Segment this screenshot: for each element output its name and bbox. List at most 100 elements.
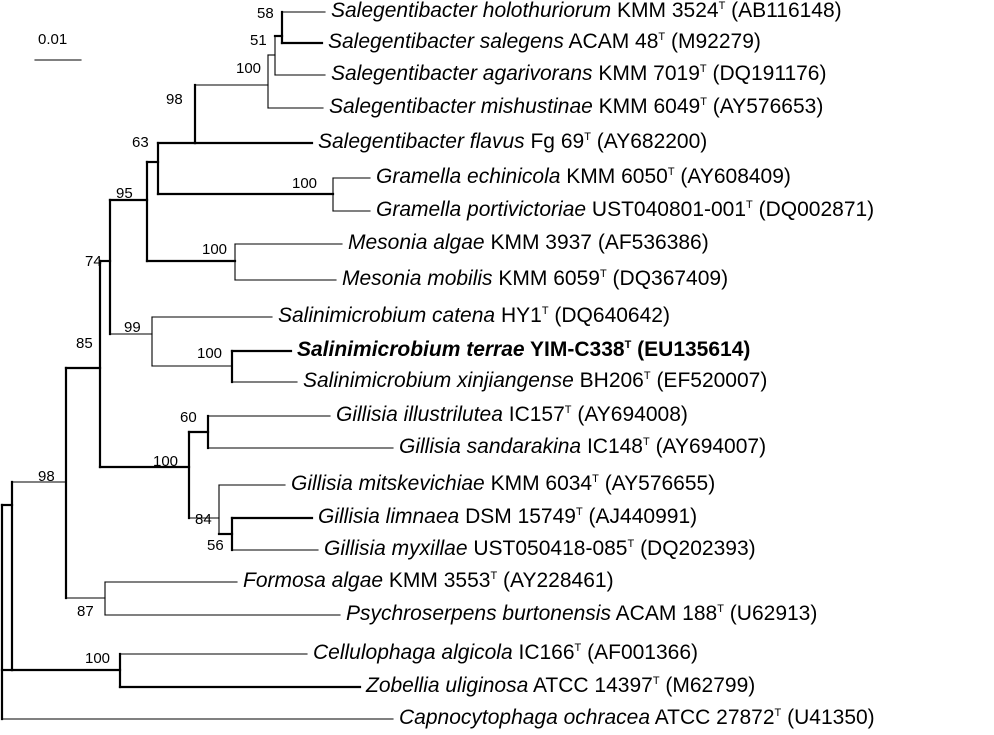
bootstrap-value: 87	[77, 603, 94, 620]
strain-designation: KMM 3937	[490, 231, 592, 254]
strain-designation: KMM 6049	[598, 95, 701, 118]
taxon-name: Cellulophaga algicola	[313, 641, 513, 664]
strain-designation: ATCC 14397	[532, 674, 653, 697]
accession-number: (AF536386)	[597, 231, 709, 254]
strain-designation: ACAM 188	[615, 602, 718, 625]
taxon-label: Mesonia mobilis KMM 6059T (DQ367409)	[342, 267, 728, 291]
taxon-label: Cellulophaga algicola IC166T (AF001366)	[313, 641, 698, 665]
accession-number: (AY576653)	[712, 95, 824, 118]
type-strain-mark: T	[624, 339, 632, 351]
bootstrap-value: 100	[197, 345, 222, 362]
type-strain-mark: T	[652, 675, 660, 687]
taxon-label: Gillisia illustrilutea IC157T (AY694008)	[336, 403, 688, 427]
bootstrap-value: 98	[38, 468, 55, 485]
strain-designation: KMM 3524	[617, 0, 719, 22]
taxon-label: Salinimicrobium xinjiangense BH206T (EF5…	[303, 369, 767, 393]
taxon-name: Gillisia mitskevichiae	[291, 472, 485, 495]
accession-number: (AJ440991)	[588, 505, 698, 528]
taxon-label: Formosa algae KMM 3553T (AY228461)	[243, 569, 614, 593]
taxon-name: Gramella portivictoriae	[376, 198, 587, 221]
strain-designation: BH206	[579, 369, 644, 392]
strain-designation: IC166	[518, 641, 575, 664]
taxon-name: Formosa algae	[243, 569, 384, 592]
type-strain-mark: T	[746, 199, 753, 211]
bootstrap-value: 100	[85, 650, 110, 667]
taxon-name: Mesonia algae	[348, 231, 485, 254]
type-strain-mark: T	[564, 404, 572, 416]
taxon-label: Gramella echinicola KMM 6050T (AY608409)	[376, 165, 791, 189]
taxon-name: Gillisia sandarakina	[399, 435, 582, 458]
taxon-name: Gillisia myxillae	[324, 537, 468, 560]
taxon-label: Psychroserpens burtonensis ACAM 188T (U6…	[346, 602, 817, 626]
accession-number: (M62799)	[665, 674, 756, 697]
accession-number: (EF520007)	[656, 369, 768, 392]
taxon-label: Gillisia mitskevichiae KMM 6034T (AY5766…	[291, 472, 715, 496]
taxon-name: Salegentibacter agarivorans	[331, 62, 593, 85]
type-strain-mark: T	[700, 96, 707, 108]
strain-designation: KMM 7019	[598, 62, 700, 85]
bootstrap-value: 58	[257, 5, 274, 22]
scale-bar-label: 0.01	[38, 31, 68, 48]
strain-designation: KMM 3553	[388, 569, 491, 592]
accession-number: (EU135614)	[637, 338, 751, 361]
taxon-name: Gillisia illustrilutea	[336, 403, 503, 426]
strain-designation: UST040801-001	[591, 198, 747, 221]
type-strain-mark: T	[574, 642, 582, 654]
bootstrap-value: 63	[132, 134, 149, 151]
accession-number: (U62913)	[729, 602, 818, 625]
accession-number: (DQ367409)	[612, 267, 729, 290]
bootstrap-value: 100	[153, 453, 178, 470]
accession-number: (AB116148)	[731, 0, 842, 22]
strain-designation: KMM 6050	[566, 165, 668, 188]
strain-designation: Fg 69	[530, 130, 585, 153]
type-strain-mark: T	[774, 707, 782, 719]
strain-designation: ACAM 48	[568, 30, 659, 53]
strain-designation: KMM 6059	[498, 267, 600, 290]
strain-designation: KMM 6034	[490, 472, 593, 495]
taxon-name: Salinimicrobium catena	[278, 304, 496, 327]
type-strain-mark: T	[718, 0, 726, 12]
tree-branches	[0, 10, 394, 721]
accession-number: (AY576655)	[604, 472, 716, 495]
taxon-label: Gillisia myxillae UST050418-085T (DQ2023…	[324, 537, 756, 561]
strain-designation: UST050418-085	[473, 537, 628, 560]
type-strain-mark: T	[699, 63, 707, 75]
bootstrap-value: 60	[180, 409, 197, 426]
type-strain-mark: T	[643, 370, 651, 382]
bootstrap-value: 99	[124, 319, 141, 336]
taxon-label: Salegentibacter mishustinae KMM 6049T (A…	[329, 95, 823, 119]
taxon-name: Gramella echinicola	[376, 165, 561, 188]
bootstrap-value: 51	[250, 32, 267, 49]
taxon-name: Salegentibacter mishustinae	[329, 95, 593, 118]
bootstrap-value: 100	[202, 241, 227, 258]
taxon-label: Gillisia sandarakina IC148T (AY694007)	[399, 435, 766, 459]
strain-designation: ATCC 27872	[654, 706, 775, 729]
accession-number: (AY608409)	[680, 165, 791, 188]
taxon-label: Salegentibacter agarivorans KMM 7019T (D…	[331, 62, 826, 86]
accession-number: (M92279)	[670, 30, 761, 53]
taxon-name: Mesonia mobilis	[342, 267, 493, 290]
strain-designation: HY1	[500, 304, 542, 327]
type-strain-mark: T	[541, 305, 549, 317]
accession-number: (DQ202393)	[640, 537, 756, 560]
type-strain-mark: T	[667, 166, 675, 178]
type-strain-mark: T	[627, 538, 635, 550]
bootstrap-value: 84	[195, 511, 212, 528]
strain-designation: DSM 15749	[465, 505, 576, 528]
taxon-label-highlighted: Salinimicrobium terrae YIM-C338T (EU1356…	[297, 338, 750, 362]
accession-number: (AY682200)	[596, 130, 708, 153]
type-strain-mark: T	[717, 603, 724, 615]
taxon-name: Zobellia uliginosa	[366, 674, 529, 697]
type-strain-mark: T	[575, 506, 583, 518]
accession-number: (AF001366)	[587, 641, 699, 664]
taxon-name: Salinimicrobium terrae	[297, 338, 525, 361]
accession-number: (DQ191176)	[712, 62, 827, 85]
taxon-name: Gillisia limnaea	[318, 505, 460, 528]
accession-number: (U41350)	[787, 706, 875, 729]
taxon-label: Salegentibacter holothuriorum KMM 3524T …	[331, 0, 842, 23]
bootstrap-value: 56	[207, 537, 224, 554]
strain-designation: YIM-C338	[530, 338, 625, 361]
type-strain-mark: T	[599, 268, 607, 280]
type-strain-mark: T	[592, 473, 599, 485]
